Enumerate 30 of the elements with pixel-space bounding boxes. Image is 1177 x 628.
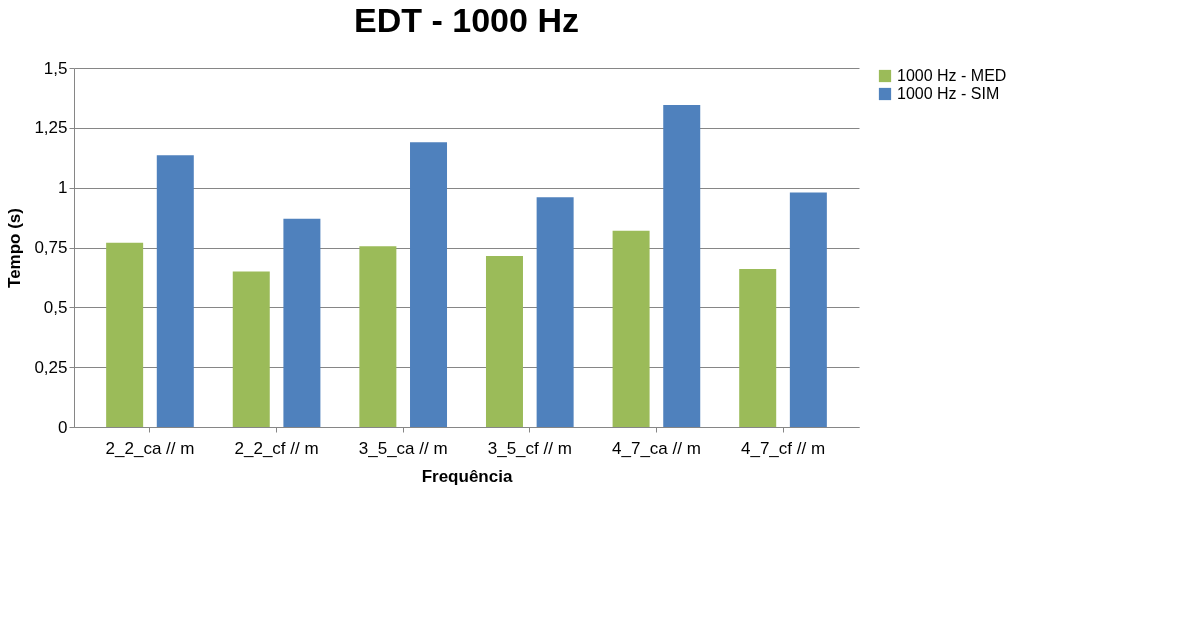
bar bbox=[536, 197, 574, 427]
legend-label: 1000 Hz - MED bbox=[897, 67, 1007, 84]
x-tick-label: 2_2_ca // m bbox=[105, 438, 195, 458]
y-tick-label: 1 bbox=[58, 178, 68, 198]
y-tick-label: 0,75 bbox=[34, 238, 68, 257]
legend-label: 1000 Hz - SIM bbox=[897, 85, 1000, 102]
y-tick-label: 0 bbox=[58, 417, 68, 437]
bar bbox=[359, 246, 397, 427]
bar bbox=[485, 255, 523, 427]
x-tick-label: 4_7_cf // m bbox=[740, 438, 826, 458]
bar bbox=[789, 192, 827, 427]
x-tick-label: 3_5_ca // m bbox=[358, 438, 448, 458]
x-axis-title: Frequência bbox=[421, 466, 513, 486]
bar bbox=[106, 242, 144, 427]
bar bbox=[283, 218, 321, 427]
y-tick-label: 0,5 bbox=[43, 297, 68, 317]
bar bbox=[663, 105, 701, 427]
y-tick-label: 1,5 bbox=[43, 58, 68, 78]
bar bbox=[232, 271, 270, 427]
y-tick-label: 0,25 bbox=[34, 357, 68, 377]
x-tick-label: 2_2_cf // m bbox=[234, 438, 319, 458]
y-tick-label: 1,25 bbox=[34, 118, 68, 138]
bar bbox=[410, 142, 448, 427]
chart-title: EDT - 1000 Hz bbox=[354, 1, 579, 39]
y-axis-title: Tempo (s) bbox=[5, 208, 25, 288]
x-tick-label: 4_7_ca // m bbox=[612, 438, 701, 458]
bar bbox=[612, 230, 650, 427]
x-tick-label: 3_5_cf // m bbox=[487, 438, 572, 458]
bar bbox=[156, 155, 194, 427]
bar bbox=[739, 269, 777, 427]
